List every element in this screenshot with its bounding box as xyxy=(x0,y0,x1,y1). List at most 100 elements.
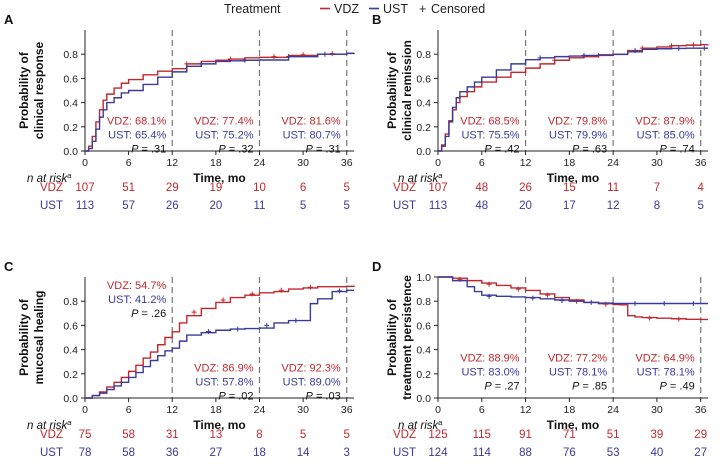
censored-mark xyxy=(286,54,292,60)
censored-mark xyxy=(486,281,492,287)
p-symbol: P xyxy=(131,308,139,320)
risk-header: n at riska xyxy=(398,171,442,185)
x-tick-label: 6 xyxy=(126,157,132,169)
panel-label: C xyxy=(4,259,14,274)
censored-mark xyxy=(307,284,313,290)
censored-mark xyxy=(278,287,284,293)
annotation-ust: UST: 79.9% xyxy=(549,129,607,141)
y-axis-label: clinical remission xyxy=(400,40,414,141)
censored-mark xyxy=(486,293,492,299)
risk-count-vdz: 10 xyxy=(253,182,266,194)
risk-header-superscript: a xyxy=(438,418,442,427)
y-tick-label: 0.6 xyxy=(416,320,431,332)
censored-mark xyxy=(632,48,638,54)
annotation-ust: UST: 75.5% xyxy=(461,129,519,141)
p-value: = .02 xyxy=(226,390,254,402)
x-tick-label: 0 xyxy=(435,404,441,416)
x-axis-label: Time, mo xyxy=(547,418,599,432)
censored-mark xyxy=(676,316,682,322)
censored-mark xyxy=(588,299,594,305)
annotation-ust: UST: 80.7% xyxy=(283,129,341,141)
risk-count-ust: 27 xyxy=(209,447,222,459)
risk-count-vdz: 107 xyxy=(428,182,447,194)
panel-label: A xyxy=(4,12,14,27)
risk-count-ust: 20 xyxy=(209,200,222,212)
censored-mark xyxy=(322,51,328,57)
censored-mark xyxy=(191,309,197,315)
risk-count-ust: 113 xyxy=(429,200,447,212)
risk-row-label-vdz: VDZ xyxy=(393,182,416,194)
y-tick-label: 0.2 xyxy=(63,122,78,134)
risk-count-ust: 57 xyxy=(122,200,135,212)
risk-count-ust: 3 xyxy=(344,447,350,459)
risk-count-vdz: 15 xyxy=(563,182,576,194)
risk-count-vdz: 48 xyxy=(475,182,488,194)
risk-count-ust: 36 xyxy=(166,447,179,459)
risk-header: n at riska xyxy=(27,418,71,432)
censored-mark xyxy=(581,52,587,58)
risk-count-ust: 58 xyxy=(122,447,135,459)
risk-header-superscript: a xyxy=(67,171,71,180)
annotation-p-value: P = .32 xyxy=(218,143,253,155)
x-tick-label: 36 xyxy=(341,157,353,169)
risk-count-vdz: 5 xyxy=(344,182,350,194)
p-symbol: P xyxy=(218,390,226,402)
censored-mark xyxy=(552,57,558,63)
risk-count-vdz: 29 xyxy=(166,182,179,194)
risk-count-ust: 17 xyxy=(563,200,576,212)
p-symbol: P xyxy=(484,381,492,393)
censored-mark xyxy=(336,288,342,294)
x-axis-label: Time, mo xyxy=(547,171,599,185)
y-tick-label: 0.8 xyxy=(416,49,431,61)
censored-mark xyxy=(264,322,270,328)
x-axis-label: Time, mo xyxy=(193,418,245,432)
risk-count-vdz: 115 xyxy=(473,429,491,441)
risk-header-superscript: a xyxy=(67,418,71,427)
risk-count-vdz: 75 xyxy=(79,429,92,441)
legend-title: Treatment xyxy=(224,2,281,16)
p-value: = .31 xyxy=(138,143,166,155)
risk-count-vdz: 6 xyxy=(300,182,306,194)
y-axis-label: Probability of xyxy=(385,51,399,129)
x-axis-label: Time, mo xyxy=(193,171,245,185)
x-tick-label: 18 xyxy=(564,404,576,416)
risk-row-label-vdz: VDZ xyxy=(393,429,416,441)
y-tick-label: 0.8 xyxy=(63,296,78,308)
legend-censored-symbol: + xyxy=(419,2,426,16)
p-symbol: P xyxy=(218,143,226,155)
y-tick-label: 0.0 xyxy=(63,146,78,158)
risk-count-vdz: 107 xyxy=(75,182,94,194)
x-tick-label: 24 xyxy=(254,157,266,169)
annotation-ust: UST: 85.0% xyxy=(637,129,695,141)
annotation-p-value: P = .74 xyxy=(660,143,695,155)
y-axis-label: Probability of xyxy=(17,298,31,376)
risk-count-vdz: 125 xyxy=(428,429,447,441)
annotation-ust: UST: 89.0% xyxy=(283,376,341,388)
risk-row-label-vdz: VDZ xyxy=(40,429,63,441)
p-value: = .32 xyxy=(226,143,254,155)
y-axis-label: Probability of xyxy=(17,51,31,129)
p-symbol: P xyxy=(131,143,139,155)
annotation-p-value: P = .03 xyxy=(306,390,341,402)
y-tick-label: 0.0 xyxy=(416,393,431,405)
risk-count-ust: 76 xyxy=(563,447,576,459)
x-tick-label: 12 xyxy=(166,157,178,169)
p-symbol: P xyxy=(660,381,668,393)
annotation-vdz: VDZ: 77.2% xyxy=(548,353,608,365)
x-tick-label: 6 xyxy=(126,404,132,416)
y-tick-label: 0.0 xyxy=(416,146,431,158)
panel-a: A Probability of clinical response 0.0 0.2 0.… xyxy=(4,12,355,212)
y-tick-label: 0.2 xyxy=(416,122,431,134)
censored-mark xyxy=(515,286,521,292)
annotation-vdz: VDZ: 81.6% xyxy=(281,115,341,127)
annotation-ust: UST: 78.1% xyxy=(549,367,607,379)
p-symbol: P xyxy=(306,390,314,402)
annotation-vdz: VDZ: 88.9% xyxy=(460,353,520,365)
risk-count-ust: 53 xyxy=(607,447,620,459)
series-vdz-line xyxy=(438,43,709,152)
p-value: = .42 xyxy=(492,143,520,155)
series-ust-line xyxy=(438,47,708,152)
legend-ust-label: UST xyxy=(383,2,408,16)
censored-mark xyxy=(661,300,667,306)
